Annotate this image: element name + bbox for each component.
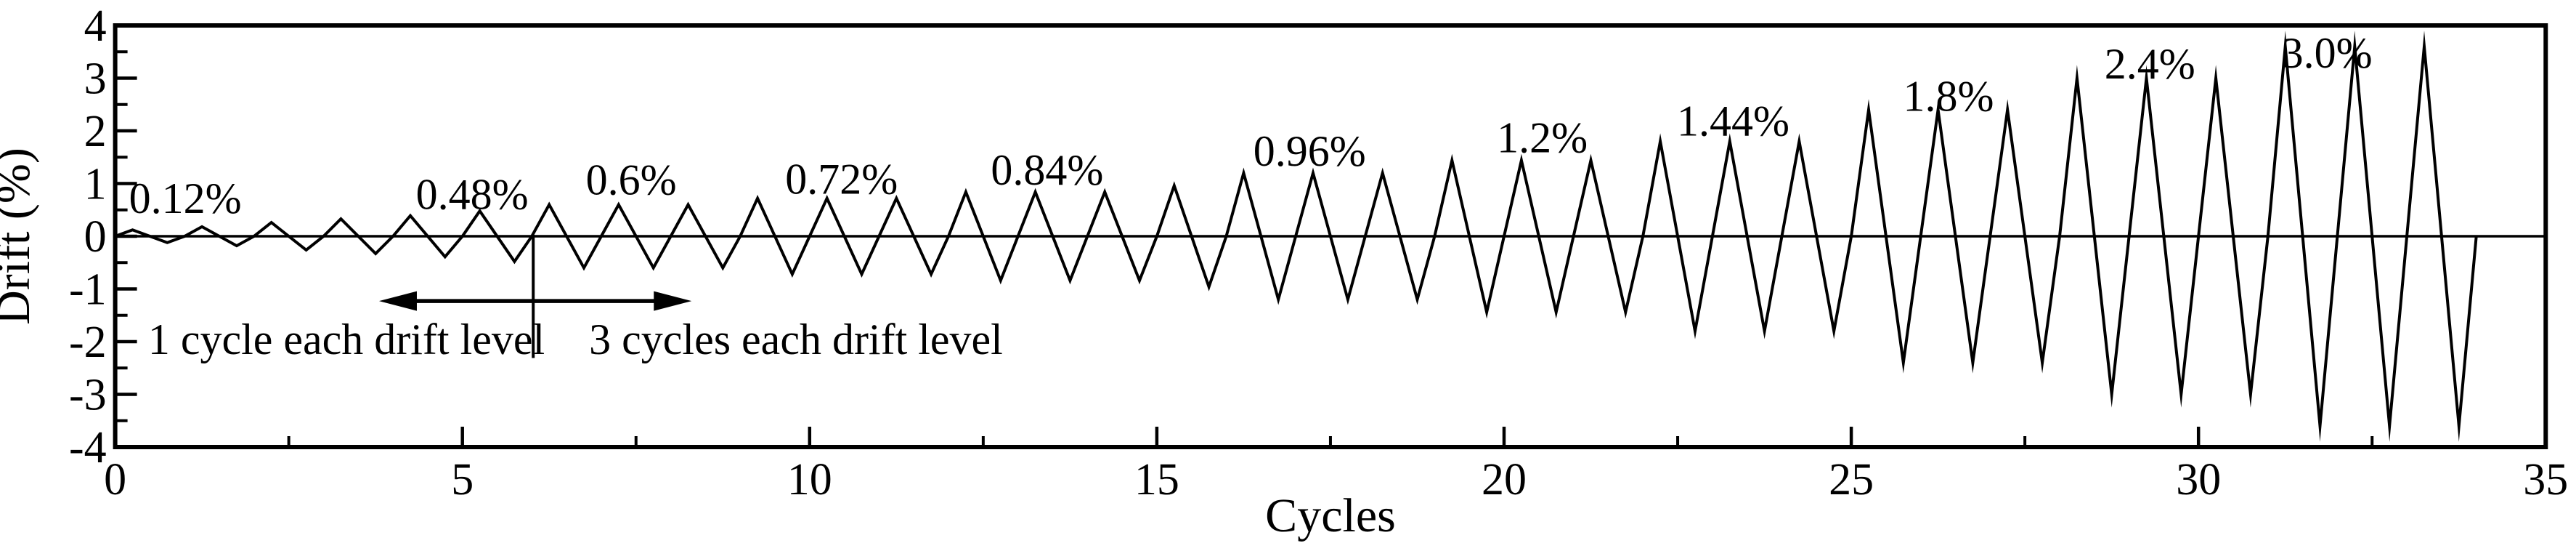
- drift-level-label: 0.48%: [416, 170, 529, 218]
- y-axis-title: Drift (%): [0, 148, 40, 325]
- arrow-head-left: [378, 291, 417, 311]
- plot-border: [113, 23, 2548, 449]
- x-tick-label: 0: [104, 455, 126, 504]
- drift-level-label: 0.96%: [1254, 127, 1366, 175]
- y-tick-label: 1: [84, 160, 107, 209]
- y-tick-label: 4: [84, 1, 107, 51]
- y-tick-label: 0: [84, 212, 107, 262]
- y-tick-label: 2: [84, 107, 107, 156]
- arrow-head-right: [654, 291, 692, 311]
- x-tick-label: 15: [1134, 455, 1179, 504]
- x-tick-label: 25: [1829, 455, 1874, 504]
- x-axis-title: Cycles: [1265, 489, 1396, 542]
- y-tick-label: -2: [69, 318, 107, 367]
- drift-level-label: 3.0%: [2282, 29, 2373, 77]
- x-tick-label: 35: [2523, 455, 2568, 504]
- annotation-three-cycles-text: 3 cycles each drift level: [589, 315, 1003, 363]
- y-tick-label: -1: [69, 265, 107, 315]
- drift-level-label: 0.12%: [129, 174, 242, 222]
- drift-level-label: 1.44%: [1677, 97, 1789, 145]
- x-tick-label: 10: [787, 455, 832, 504]
- x-tick-label: 20: [1482, 455, 1527, 504]
- drift-level-label: 0.72%: [785, 155, 898, 203]
- annotation-one-cycle-text: 1 cycle each drift level: [148, 315, 545, 363]
- y-tick-label: -4: [69, 423, 107, 472]
- drift-level-label: 1.8%: [1903, 72, 1994, 120]
- drift-level-label: 1.2%: [1497, 114, 1588, 162]
- drift-level-label: 0.84%: [991, 146, 1103, 194]
- y-tick-label: 3: [84, 55, 107, 104]
- drift-level-label: 0.6%: [586, 156, 677, 204]
- y-tick-label: -3: [69, 371, 107, 420]
- drift-level-label: 2.4%: [2105, 40, 2195, 88]
- drift-waveform: [114, 31, 2478, 442]
- x-tick-label: 5: [451, 455, 474, 504]
- x-tick-label: 30: [2176, 455, 2221, 504]
